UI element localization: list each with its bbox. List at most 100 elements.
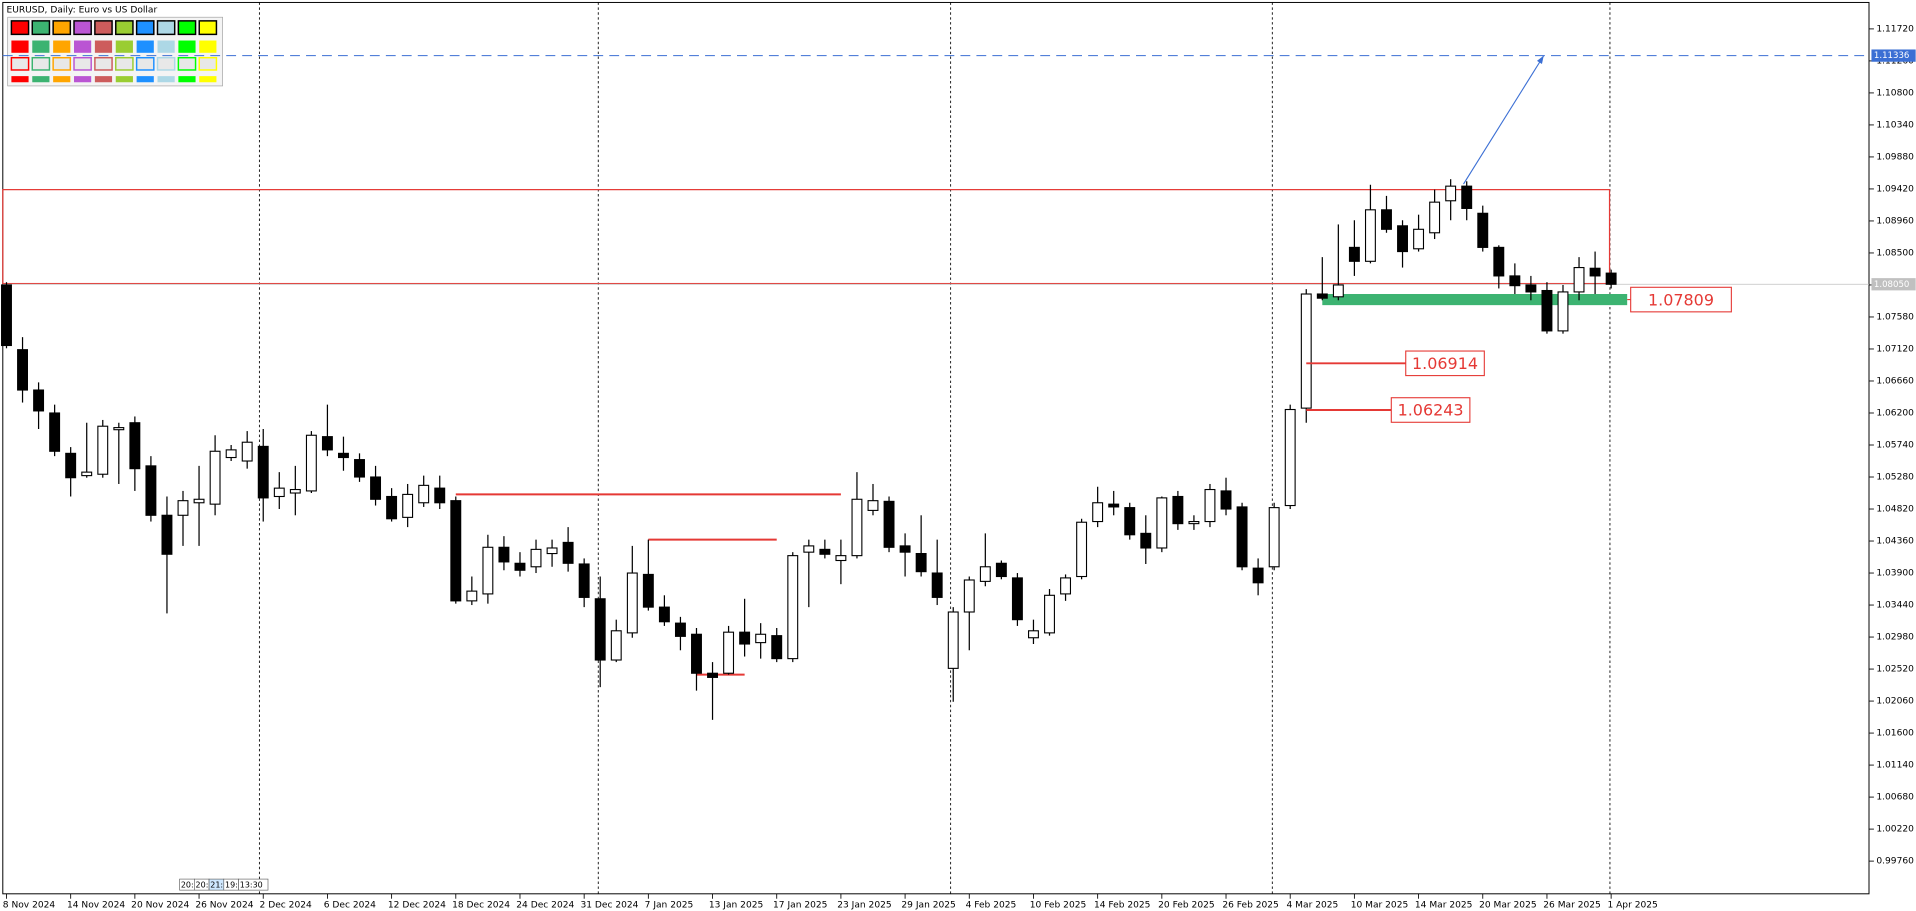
target-tag-label: 1.11336: [1874, 51, 1909, 61]
swatch: [94, 76, 113, 83]
level-label-box: [1390, 397, 1471, 423]
candle-body: [1076, 521, 1088, 578]
candle-body: [594, 598, 606, 661]
x-tick-label: 23 Jan 2025: [837, 900, 891, 910]
candle-body: [771, 635, 783, 660]
x-tick-label: 7 Jan 2025: [645, 900, 694, 910]
swatch: [32, 76, 50, 83]
candle-body: [257, 445, 269, 499]
x-tick-label: 24 Dec 2024: [516, 900, 574, 910]
swatch: [199, 40, 217, 53]
candle-body: [530, 548, 542, 568]
swatch: [10, 20, 30, 36]
candle-body: [867, 500, 879, 511]
x-tick-label: 4 Mar 2025: [1287, 900, 1339, 910]
swatch: [31, 56, 51, 71]
y-tick-label: 1.07120: [1876, 344, 1914, 354]
candle-body: [1284, 408, 1296, 507]
candle-body: [1092, 502, 1104, 523]
x-tick-label: 26 Mar 2025: [1543, 900, 1601, 910]
candle-body: [17, 349, 29, 391]
candle-body: [1461, 185, 1473, 209]
candle-body: [225, 449, 237, 459]
candle-body: [1397, 225, 1408, 253]
candle-body: [1332, 284, 1344, 298]
candle-body: [418, 484, 430, 504]
y-tick-label: 0.99760: [1876, 857, 1914, 867]
candle-body: [610, 630, 622, 661]
y-tick-label: 1.06660: [1876, 376, 1914, 386]
candle-body: [1236, 506, 1248, 568]
swatch: [178, 40, 196, 53]
x-tick-label: 14 Nov 2024: [67, 900, 125, 910]
swatch: [198, 20, 218, 36]
x-tick-label: 13 Jan 2025: [709, 900, 763, 910]
candle-body: [466, 590, 478, 602]
candle-body: [674, 622, 686, 637]
x-tick-label: 31 Dec 2024: [580, 900, 638, 910]
candle-body: [626, 572, 638, 634]
candle-body: [1220, 490, 1232, 510]
candle-body: [450, 500, 462, 602]
target-tag: [1871, 49, 1916, 62]
swatch: [11, 40, 29, 53]
candle-body: [803, 545, 815, 553]
plot-frame: [2, 1, 1870, 895]
candle-body: [1445, 185, 1457, 202]
x-tick-label: 14 Mar 2025: [1415, 900, 1473, 910]
price-tag-label: 1.08050: [1874, 280, 1909, 290]
y-tick-label: 1.08960: [1876, 216, 1914, 226]
period-tab-label: 20:: [181, 881, 194, 890]
y-tick-label: 1.02060: [1876, 697, 1914, 707]
x-tick-label: 10 Mar 2025: [1351, 900, 1409, 910]
x-tick-label: 14 Feb 2025: [1094, 900, 1151, 910]
candle-body: [241, 441, 253, 462]
candle-body: [1140, 532, 1152, 549]
chart-title: EURUSD, Daily: Euro vs US Dollar: [6, 5, 157, 15]
candle-body: [1300, 293, 1312, 409]
candle-body: [819, 548, 831, 555]
candle-body: [49, 412, 61, 452]
candle-body: [209, 450, 221, 505]
candle-body: [851, 498, 863, 557]
candle-body: [707, 672, 718, 678]
x-tick-label: 26 Nov 2024: [195, 900, 253, 910]
y-tick-label: 1.02520: [1876, 665, 1914, 675]
swatch: [53, 40, 71, 53]
x-tick-label: 1 Apr 2025: [1607, 900, 1657, 910]
candle-body: [81, 471, 93, 477]
candle-body: [33, 389, 45, 412]
y-tick-label: 1.01600: [1876, 729, 1914, 739]
swatch: [135, 20, 155, 36]
y-tick-label: 1.00220: [1876, 825, 1914, 835]
y-tick-label: 1.05280: [1876, 473, 1914, 483]
candle-body: [1060, 577, 1072, 595]
candle-body: [1509, 275, 1521, 287]
y-tick-label: 1.04360: [1876, 537, 1914, 547]
period-tab-label: 19:: [225, 881, 238, 890]
swatch: [74, 76, 92, 83]
swatch: [31, 20, 51, 36]
candle-body: [787, 555, 799, 660]
candle-body: [979, 566, 991, 582]
candle-body: [1413, 228, 1425, 250]
candle-body: [963, 579, 975, 613]
candle-body: [1525, 284, 1537, 293]
candle-body: [947, 611, 959, 669]
swatch: [115, 56, 134, 71]
color-palette[interactable]: [7, 16, 223, 87]
y-tick-label: 1.11720: [1876, 24, 1914, 34]
candle-body: [562, 541, 574, 564]
period-tab[interactable]: [238, 878, 269, 891]
candle-body: [129, 422, 141, 470]
candle-body: [883, 500, 895, 548]
y-tick-label: 1.09880: [1876, 152, 1914, 162]
candle-body: [1477, 212, 1489, 248]
candle-body: [1381, 209, 1392, 230]
candle-body: [1188, 520, 1200, 525]
level-label-box: [1405, 350, 1485, 377]
x-tick-label: 17 Jan 2025: [773, 900, 827, 910]
period-tab-label: 21:: [210, 881, 223, 890]
period-tab-label: 13:30: [240, 881, 263, 890]
